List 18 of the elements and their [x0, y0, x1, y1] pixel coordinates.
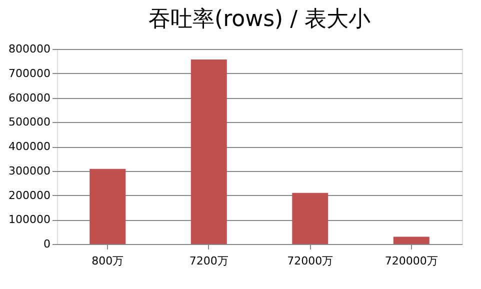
y-tick-label: 400000: [8, 140, 50, 153]
y-tick-label: 200000: [8, 188, 50, 202]
x-tick-label: 800万: [92, 254, 124, 268]
x-tick-label: 7200万: [189, 254, 228, 268]
y-tick-label: 800000: [8, 42, 50, 56]
y-tick-label: 0: [44, 238, 50, 250]
y-tick-label: 100000: [8, 213, 50, 226]
y-tick-label: 600000: [8, 91, 50, 104]
bar: [393, 236, 430, 244]
bar: [190, 59, 227, 244]
y-tick-label: 500000: [8, 116, 50, 129]
chart-title: 吞吐率(rows) / 表大小: [148, 7, 371, 32]
y-tick-label: 700000: [8, 66, 50, 80]
x-tick-label: 720000万: [384, 254, 438, 268]
x-tick-label: 72000万: [287, 254, 334, 268]
bar: [292, 192, 328, 244]
y-tick-label: 300000: [8, 164, 50, 178]
bar: [90, 168, 126, 244]
